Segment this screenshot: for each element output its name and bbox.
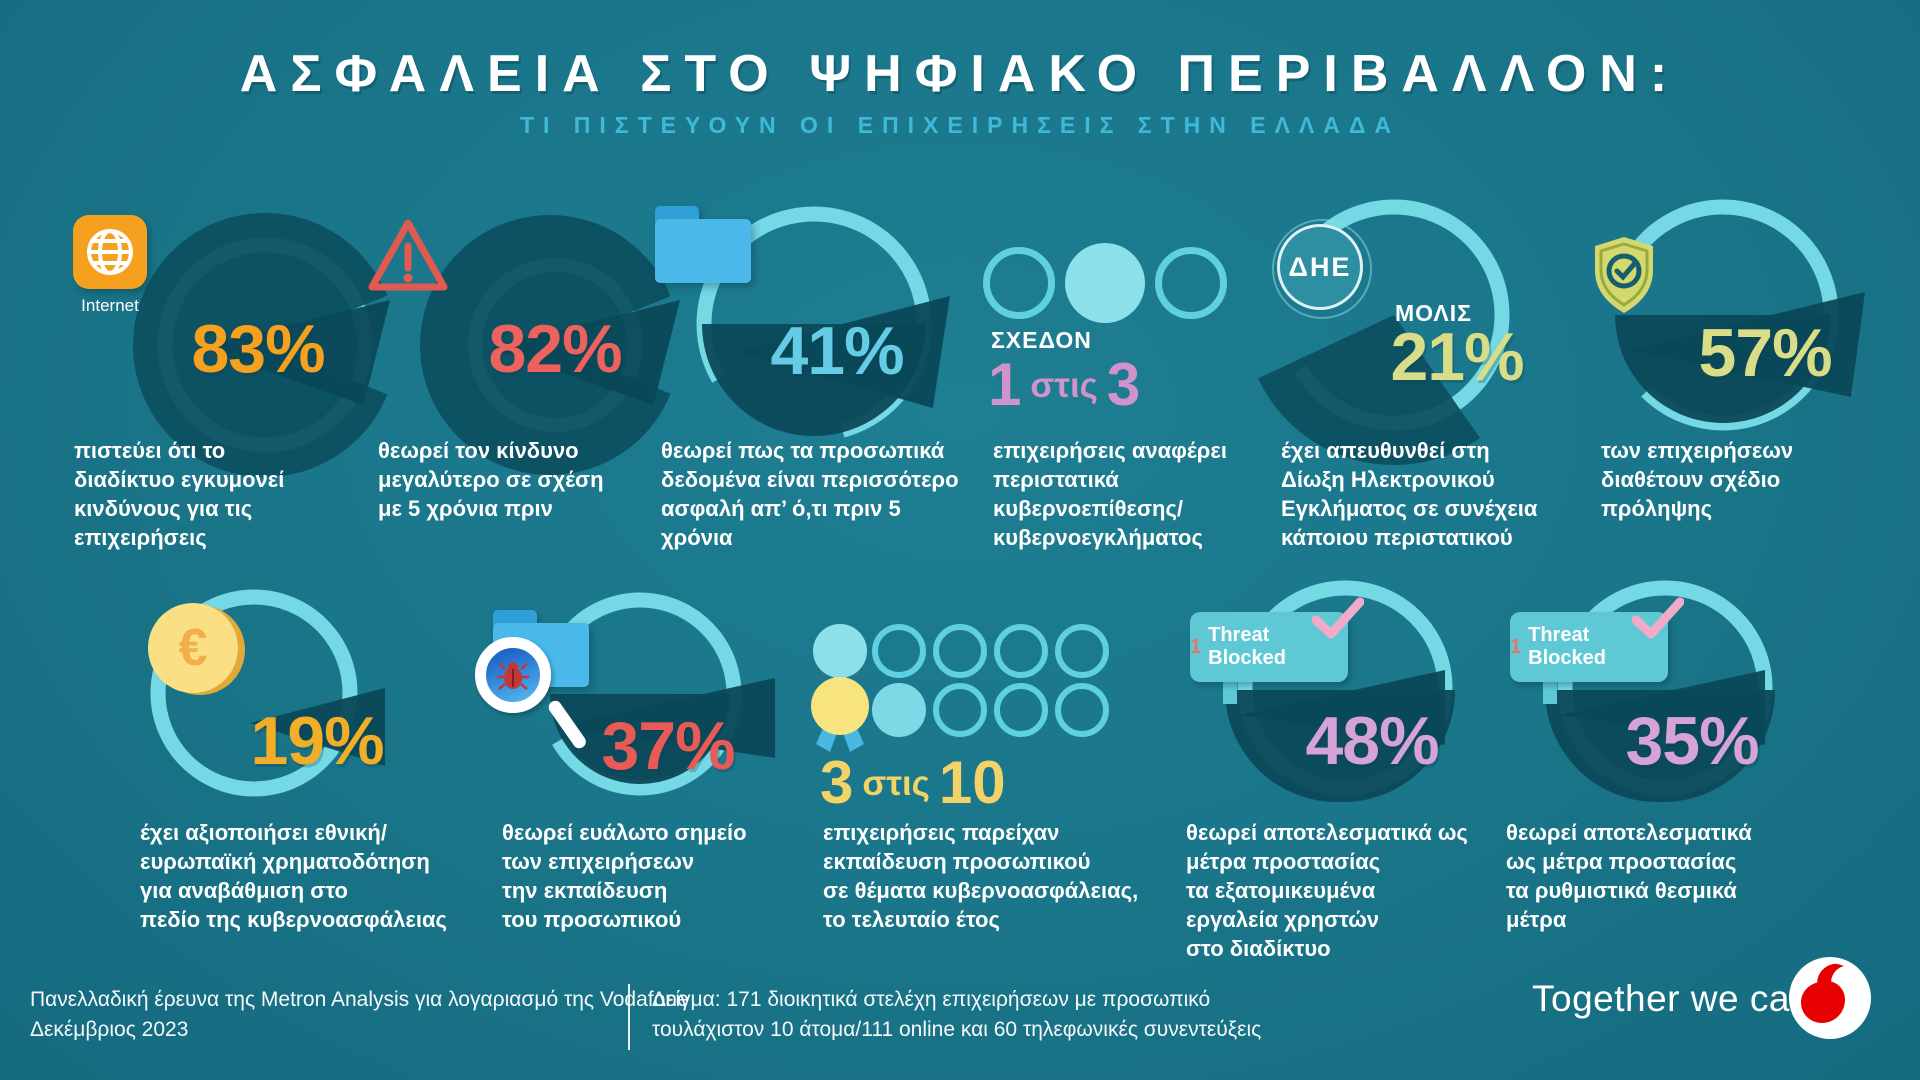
ratio-value: 3 στις 10 (820, 749, 1006, 816)
percent-value: 57% (1698, 315, 1832, 391)
decor-circle-filled (813, 624, 867, 678)
percent-value: 48% (1305, 703, 1439, 779)
sample-line2: τουλάχιστον 10 άτομα/111 online και 60 τ… (652, 1018, 1262, 1041)
decor-circle-outline (994, 624, 1048, 678)
stat-caption: θεωρεί ευάλωτο σημείο των επιχειρήσεων τ… (502, 820, 747, 933)
threat-card-stem (1543, 680, 1557, 704)
decor-wedge (1244, 165, 1544, 465)
euro-coin-icon: € (148, 603, 238, 693)
ratio-value: 1 στις 3 (988, 351, 1141, 418)
stat-kicker: ΣΧΕΔΟΝ (991, 327, 1092, 353)
stat-caption: θεωρεί τον κίνδυνο μεγαλύτερο σε σχέση μ… (378, 438, 604, 522)
stat-kicker: ΜΟΛΙΣ (1395, 300, 1472, 326)
stat-caption: επιχειρήσεις αναφέρει περιστατικά κυβερν… (993, 438, 1227, 551)
decor-circle-outline (933, 624, 987, 678)
decor-circle-filled (1065, 243, 1145, 323)
dhe-badge-ring (1272, 219, 1372, 319)
decor-circle-outline (933, 683, 987, 737)
percent-value: 19% (250, 703, 384, 779)
decor-circle-outline (1055, 624, 1109, 678)
source-line2: Δεκέμβριος 2023 (30, 1018, 189, 1041)
stat-caption: έχει αξιοποιήσει εθνική/ ευρωπαϊκή χρημα… (140, 820, 447, 933)
bug-icon (497, 662, 529, 690)
percent-value: 21% (1390, 319, 1524, 395)
percent-value: 37% (601, 708, 735, 784)
shield-icon (1595, 237, 1653, 313)
slogan: Together we can (1532, 978, 1812, 1019)
stat-caption: έχει απευθυνθεί στη Δίωξη Ηλεκτρονικού Ε… (1281, 438, 1538, 551)
footer-divider (628, 984, 630, 1050)
warning-icon (368, 219, 448, 291)
decor-circle-outline (994, 683, 1048, 737)
decor-circle-filled (872, 683, 926, 737)
decor-circle-outline (872, 624, 926, 678)
stat-caption: θεωρεί αποτελεσματικά ως μέτρα προστασία… (1186, 820, 1468, 962)
stat-caption: θεωρεί αποτελεσματικά ως μέτρα προστασία… (1506, 820, 1752, 933)
globe-icon (73, 215, 147, 289)
vodafone-logo (1789, 957, 1871, 1039)
globe-icon-label: Internet (81, 296, 139, 315)
percent-value: 41% (770, 313, 904, 389)
percent-value: 35% (1625, 703, 1759, 779)
dhe-badge: ΔΗΕ (1277, 224, 1363, 310)
percent-value: 82% (488, 311, 622, 387)
stat-caption: επιχειρήσεις παρείχαν εκπαίδευση προσωπι… (823, 820, 1139, 933)
check-icon (1632, 597, 1684, 639)
decor-circle-outline (1055, 683, 1109, 737)
page-subtitle: ΤΙ ΠΙΣΤΕΥΟΥΝ ΟΙ ΕΠΙΧΕΙΡΗΣΕΙΣ ΣΤΗΝ ΕΛΛΑΔΑ (519, 112, 1401, 138)
medal-icon (811, 677, 869, 752)
decor-arc (150, 589, 358, 797)
source-line1: Πανελλαδική έρευνα της Metron Analysis γ… (30, 988, 689, 1011)
sample-line1: Δείγμα: 171 διοικητικά στελέχη επιχειρήσ… (652, 988, 1211, 1011)
page-title: ΑΣΦΑΛΕΙΑ ΣΤΟ ΨΗΦΙΑΚΟ ΠΕΡΙΒΑΛΛΟΝ: (239, 45, 1681, 103)
decor-circle-outline (1155, 247, 1227, 319)
stat-caption: θεωρεί πως τα προσωπικά δεδομένα είναι π… (661, 438, 959, 551)
percent-value: 83% (191, 311, 325, 387)
magnifier-icon (475, 637, 551, 713)
decor-circle-outline (983, 247, 1055, 319)
stat-caption: των επιχειρήσεων διαθέτουν σχέδιο πρόληψ… (1601, 438, 1794, 522)
stat-caption: πιστεύει ότι το διαδίκτυο εγκυμονεί κινδ… (74, 438, 285, 551)
check-icon (1312, 597, 1364, 639)
threat-card-stem (1223, 680, 1237, 704)
folder-icon (655, 206, 751, 284)
